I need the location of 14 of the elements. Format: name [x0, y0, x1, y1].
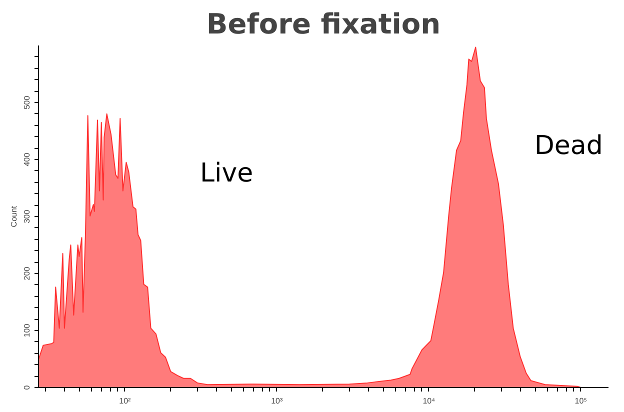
annotation: Live	[200, 158, 254, 189]
annotation: Dead	[534, 131, 603, 161]
y-tick-label: 200	[22, 266, 32, 280]
x-tick-label: 10⁴	[422, 396, 436, 406]
x-tick-label: 10²	[119, 396, 132, 406]
y-tick-label: 500	[22, 95, 32, 110]
x-tick-label: 10³	[271, 396, 284, 406]
x-tick-label: 10⁵	[574, 396, 587, 406]
y-tick-label: 300	[22, 209, 32, 224]
y-tick-label: 100	[22, 323, 32, 338]
chart-title: Before fixation	[206, 8, 441, 40]
y-tick-label: 0	[22, 384, 32, 390]
y-axis-title: Count	[10, 205, 18, 228]
y-tick-label: 400	[22, 152, 32, 166]
